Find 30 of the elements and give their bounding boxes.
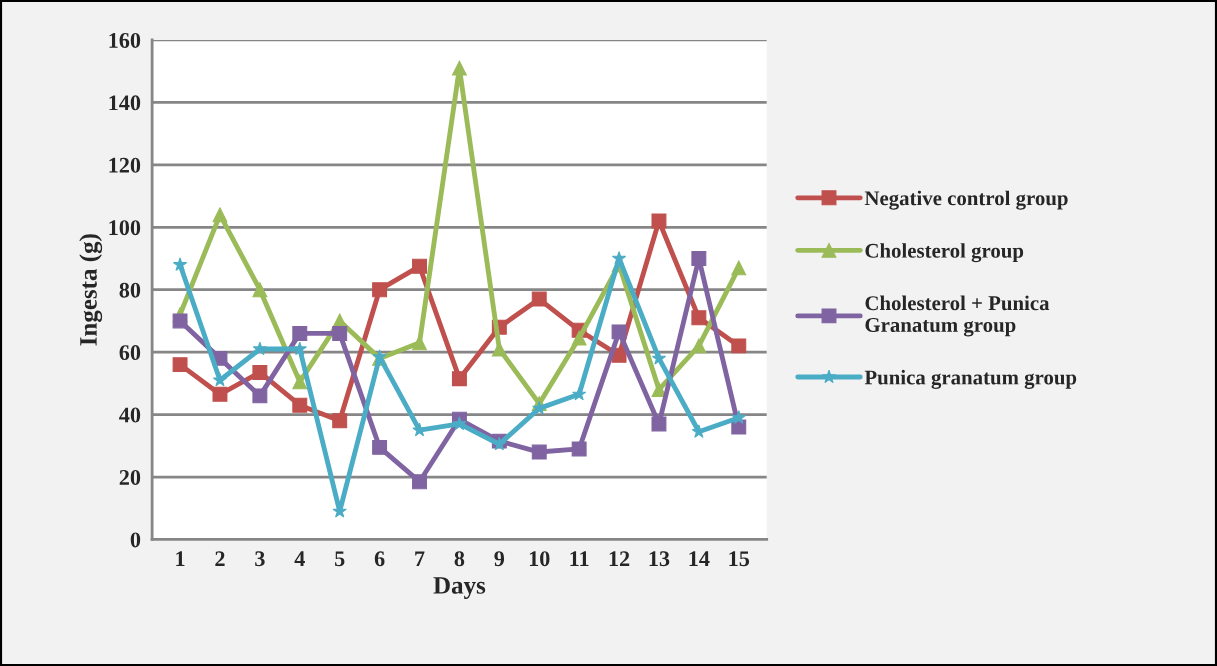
x-tick-label: 11 (570, 551, 589, 566)
x-axis-title: Days (433, 577, 486, 599)
x-tick-label: 5 (335, 551, 345, 567)
x-tick-label: 1 (176, 551, 185, 566)
x-tick-label: 2 (215, 551, 225, 566)
x-tick-label: 8 (454, 551, 465, 567)
y-tick-label: 140 (109, 95, 141, 111)
legend-label: Negative control group (864, 190, 1068, 210)
legend-label: Cholesterol + Punica Granatum group (865, 295, 1050, 337)
y-tick-label: 120 (109, 157, 141, 173)
y-axis-title: Ingesta (g) (79, 234, 103, 346)
legend-label: Cholesterol group (865, 243, 1024, 263)
y-tick-label: 80 (119, 282, 141, 298)
y-tick-label: 60 (119, 345, 141, 361)
y-tick-label: 0 (130, 532, 141, 548)
x-tick-label: 14 (689, 551, 710, 566)
x-tick-label: 9 (494, 551, 505, 567)
y-tick-label: 20 (119, 469, 141, 485)
x-tick-label: 10 (529, 551, 550, 567)
x-tick-label: 13 (649, 551, 670, 567)
y-tick-label: 40 (119, 407, 141, 423)
x-tick-label: 3 (255, 551, 265, 567)
x-tick-label: 15 (729, 551, 750, 567)
legend-label: Punica granatum group (864, 369, 1077, 389)
y-tick-label: 100 (109, 220, 141, 236)
x-tick-label: 4 (294, 551, 305, 566)
x-tick-label: 7 (415, 551, 425, 566)
y-tick-label: 160 (109, 32, 141, 48)
x-tick-label: 12 (609, 551, 630, 566)
x-tick-label: 6 (374, 551, 385, 567)
